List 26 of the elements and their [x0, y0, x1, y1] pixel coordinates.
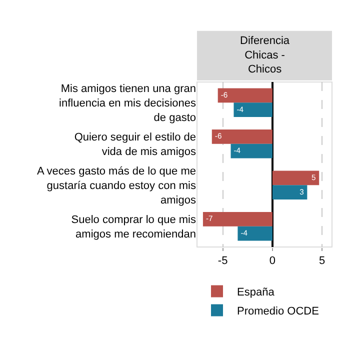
- x-tick-label: -5: [218, 255, 228, 268]
- x-tick-label: 5: [319, 255, 326, 268]
- bar: [202, 212, 272, 226]
- chart-title: Diferencia Chicas - Chicos: [240, 35, 290, 76]
- y-tick-label: A veces gasto más de lo que me gustaría cuando estoy con mis amigos: [37, 166, 196, 206]
- data-label: -6: [220, 90, 228, 100]
- data-label: -7: [206, 214, 213, 224]
- data-label: 3: [300, 187, 304, 196]
- y-tick-label: Suelo comprar lo que mis amigos me recomiendan: [71, 214, 196, 240]
- bar: [234, 102, 272, 118]
- bar: [272, 185, 308, 200]
- y-tick-label: Quiero seguir el estilo de vida de mis amigos: [74, 132, 196, 158]
- data-label: -4: [236, 104, 244, 114]
- data-label: -4: [234, 146, 242, 156]
- data-label: -6: [214, 132, 222, 141]
- data-label: -4: [240, 228, 248, 238]
- data-label: 5: [312, 172, 316, 182]
- bar: [238, 226, 272, 241]
- bar: [230, 144, 272, 158]
- bar: [212, 129, 272, 144]
- bar: [272, 170, 320, 186]
- legend-label: Promedio OCDE: [237, 305, 319, 318]
- legend-label: España: [237, 286, 276, 298]
- bar: [218, 88, 272, 103]
- x-tick-label: 0: [269, 255, 276, 268]
- y-tick-label: Mis amigos tienen una gran influencia en mis decisiones de gasto: [59, 83, 196, 124]
